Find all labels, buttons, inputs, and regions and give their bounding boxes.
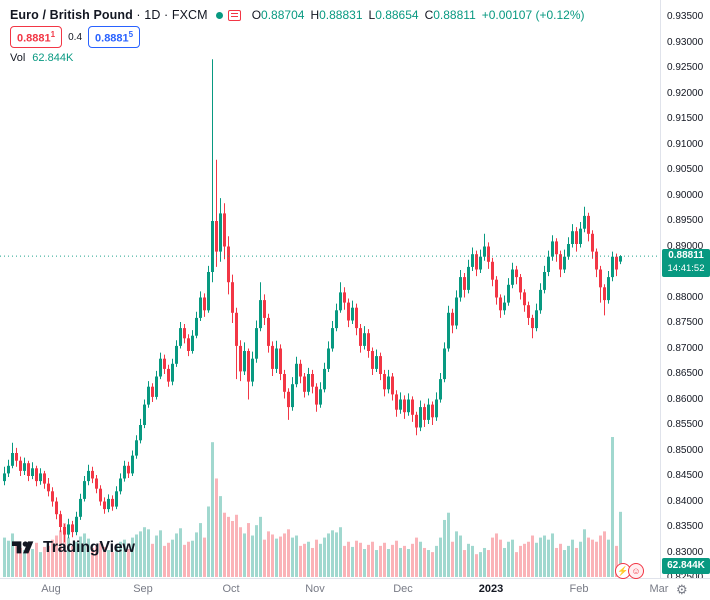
price-tick-label: 0.87500 — [667, 317, 704, 328]
floating-buttons: ⚡ ☺ — [615, 563, 644, 579]
lightning-icon[interactable]: ⚡ — [615, 563, 631, 579]
price-tick-label: 0.84000 — [667, 495, 704, 507]
volume-row: Vol 62.844K — [10, 52, 585, 64]
price-tick-label: 0.91500 — [667, 113, 704, 124]
price-tick-label: 0.88000 — [667, 291, 704, 303]
time-axis-label: Dec — [393, 583, 413, 595]
volume-label[interactable]: Vol — [10, 52, 26, 64]
bar-countdown: 14:41:52 — [667, 263, 705, 275]
price-tick-label: 0.84500 — [667, 470, 704, 481]
tradingview-logo[interactable]: TradingView — [12, 538, 135, 558]
time-axis-label: 2023 — [478, 583, 504, 595]
spread-value: 0.4 — [68, 31, 83, 43]
price-tick-label: 0.91000 — [667, 138, 704, 150]
sell-button[interactable]: 0.88811 — [10, 25, 63, 49]
tradingview-logo-mark — [12, 541, 34, 554]
price-tick-label: 0.93000 — [667, 36, 704, 48]
price-tick-label: 0.82500 — [667, 572, 703, 583]
candlestick-chart-canvas[interactable] — [0, 0, 660, 578]
symbol-title[interactable]: Euro / British Pound · 1D · FXCM — [10, 8, 208, 22]
high-label: H — [310, 8, 320, 22]
price-tick-label: 0.87000 — [667, 342, 704, 354]
price-tick-label: 0.85000 — [667, 444, 704, 456]
high-value: 0.88831 — [319, 8, 363, 22]
current-price-value: 0.88811 — [668, 250, 704, 262]
symbol-name: Euro / British Pound — [10, 8, 133, 22]
current-price-badge: 0.88811 14:41:52 — [662, 249, 710, 278]
emoji-smiley-icon[interactable]: ☺ — [628, 563, 644, 579]
low-label: L — [368, 8, 376, 22]
price-tick-label: 0.89500 — [667, 215, 704, 226]
price-tick-label: 0.83000 — [667, 546, 704, 558]
watchlist-flag-icon[interactable] — [227, 9, 241, 21]
price-axis[interactable]: 0.88811 14:41:52 62.844K 0.93500 0.93000 0… — [660, 0, 710, 583]
close-value: 0.88811 — [433, 8, 476, 22]
ohlc-values: O0.88704 H0.88831 L0.88654 C0.88811 +0.0… — [252, 8, 585, 22]
time-axis-label: Sep — [133, 583, 153, 595]
price-tick-label: 0.83500 — [667, 521, 704, 532]
price-tick-label: 0.85500 — [667, 419, 704, 430]
close-label: C — [424, 8, 434, 22]
change-value: +0.00107 (+0.12%) — [481, 8, 585, 22]
price-tick-label: 0.86000 — [667, 393, 704, 405]
open-value: 0.88704 — [261, 8, 305, 22]
volume-value: 62.844K — [32, 52, 74, 64]
volume-axis-badge: 62.844K — [662, 558, 710, 574]
price-tick-label: 0.90500 — [667, 164, 704, 175]
time-axis[interactable]: ⚙ Aug Sep Oct Nov Dec 2023 Feb Mar — [0, 578, 710, 600]
chart-legend: Euro / British Pound · 1D · FXCM O0.8870… — [10, 6, 585, 64]
time-axis-label: Mar — [649, 583, 669, 595]
price-tick-label: 0.92500 — [667, 62, 704, 73]
separator: · — [164, 8, 169, 22]
time-axis-label: Feb — [569, 583, 589, 595]
price-tick-label: 0.90000 — [667, 189, 704, 201]
price-tick-label: 0.93500 — [667, 11, 704, 22]
settings-gear-icon[interactable]: ⚙ — [676, 582, 688, 597]
symbol-row: Euro / British Pound · 1D · FXCM O0.8870… — [10, 6, 585, 24]
price-tick-label: 0.92000 — [667, 87, 704, 99]
tradingview-logo-text: TradingView — [43, 539, 135, 556]
time-axis-label: Oct — [222, 583, 240, 595]
buy-button[interactable]: 0.88815 — [88, 25, 141, 49]
time-axis-label: Nov — [305, 583, 325, 595]
open-label: O — [251, 8, 262, 22]
market-status-dot-icon — [215, 11, 223, 19]
price-tick-label: 0.86500 — [667, 368, 704, 379]
price-tick-label: 0.89000 — [667, 240, 704, 252]
quote-row: 0.88811 0.4 0.88815 — [10, 25, 585, 49]
separator: · — [136, 8, 141, 22]
interval-label[interactable]: 1D — [144, 8, 161, 22]
time-axis-label: Aug — [41, 583, 61, 595]
low-value: 0.88654 — [375, 8, 419, 22]
exchange-label: FXCM — [171, 8, 208, 22]
